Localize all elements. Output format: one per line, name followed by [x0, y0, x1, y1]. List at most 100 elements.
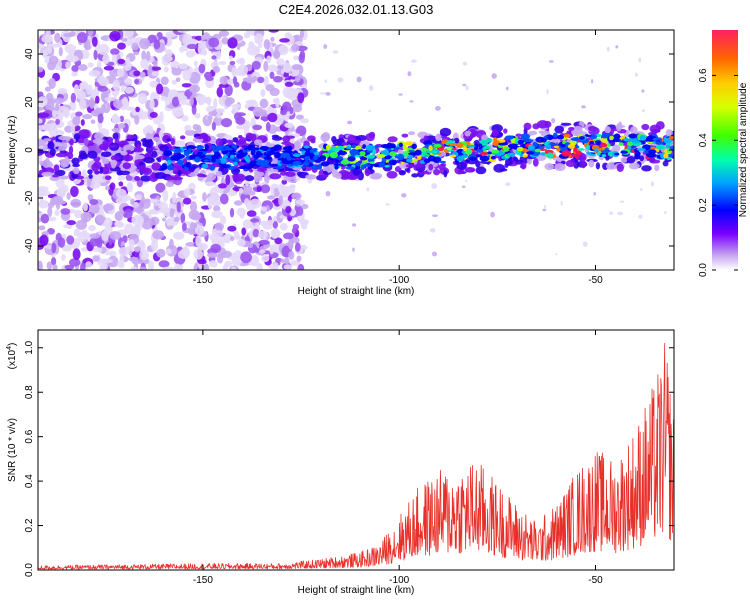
heatmap-cell	[276, 58, 285, 66]
heatmap-cell	[301, 166, 306, 169]
heatmap-cell	[280, 258, 285, 264]
heatmap-cell	[565, 159, 576, 168]
heatmap-cell	[269, 244, 275, 255]
colorbar-tick-label: 0.2	[698, 198, 709, 212]
heatmap-cell	[72, 163, 80, 168]
heatmap-cell	[465, 85, 469, 91]
heatmap-cell	[104, 175, 112, 181]
heatmap-cell	[614, 152, 620, 156]
heatmap-cell	[398, 93, 403, 96]
heatmap-cell	[301, 203, 309, 210]
heatmap-cell	[235, 116, 246, 125]
heatmap-cell	[204, 144, 209, 151]
heatmap-cell	[253, 147, 260, 151]
heatmap-cell	[73, 84, 80, 94]
heatmap-cell	[519, 164, 526, 169]
heatmap-cell	[312, 155, 318, 161]
heatmap-cell	[41, 231, 50, 236]
heatmap-cell	[253, 139, 263, 146]
heatmap-cell	[241, 145, 248, 149]
heatmap-cell	[52, 136, 57, 141]
heatmap-cell	[178, 63, 189, 70]
heatmap-cell	[431, 150, 438, 154]
heatmap-cell	[148, 64, 153, 76]
heatmap-cell	[94, 170, 100, 175]
heatmap-cell	[526, 151, 535, 155]
heatmap-cell	[428, 145, 433, 151]
heatmap-cell	[368, 109, 371, 113]
heatmap-cell	[266, 55, 272, 64]
spectrogram-ytick-label: -40	[24, 238, 35, 253]
heatmap-cell	[90, 119, 96, 124]
heatmap-cell	[270, 146, 280, 152]
heatmap-cell	[92, 255, 100, 262]
heatmap-cell	[51, 242, 57, 254]
heatmap-cell	[431, 183, 438, 189]
heatmap-cell	[266, 195, 276, 200]
heatmap-cell	[345, 166, 355, 170]
heatmap-cell	[43, 143, 48, 152]
heatmap-cell	[171, 176, 184, 181]
heatmap-cell	[274, 237, 283, 245]
heatmap-cell	[149, 66, 162, 71]
heatmap-cell	[259, 98, 268, 109]
heatmap-cell	[345, 146, 352, 150]
heatmap-cell	[252, 228, 260, 238]
heatmap-cell	[260, 220, 269, 227]
heatmap-cell	[303, 145, 310, 149]
heatmap-cell	[260, 206, 267, 212]
heatmap-cell	[211, 166, 216, 169]
heatmap-cell	[528, 145, 536, 151]
heatmap-cell	[282, 135, 291, 143]
heatmap-cell	[196, 124, 202, 137]
heatmap-cell	[213, 205, 221, 212]
heatmap-cell	[120, 150, 128, 156]
heatmap-cell	[97, 113, 104, 124]
heatmap-cell	[244, 175, 255, 182]
heatmap-cell	[117, 123, 126, 129]
heatmap-cell	[165, 248, 172, 255]
heatmap-cell	[201, 163, 209, 169]
heatmap-cell	[181, 115, 189, 122]
heatmap-cell	[154, 171, 167, 180]
heatmap-cell	[181, 222, 187, 231]
heatmap-cell	[81, 229, 88, 238]
heatmap-cell	[618, 142, 624, 146]
spectrogram-ytick-label: 40	[24, 48, 35, 60]
heatmap-cell	[195, 135, 205, 140]
heatmap-cell	[340, 159, 350, 165]
heatmap-cell	[280, 152, 291, 158]
heatmap-cell	[462, 61, 468, 66]
heatmap-cell	[52, 195, 64, 205]
heatmap-cell	[87, 150, 98, 159]
heatmap-cell	[272, 220, 279, 229]
heatmap-cell	[48, 126, 59, 138]
heatmap-cell	[118, 181, 124, 187]
heatmap-cell	[433, 143, 442, 148]
heatmap-cell	[89, 97, 95, 109]
heatmap-cell	[589, 153, 596, 157]
heatmap-cell	[114, 221, 119, 227]
heatmap-cell	[140, 175, 152, 182]
heatmap-cell	[662, 160, 669, 167]
heatmap-cell	[295, 125, 307, 137]
heatmap-cell	[61, 244, 73, 252]
heatmap-cell	[221, 164, 231, 169]
heatmap-cell	[218, 83, 229, 88]
heatmap-cell	[227, 37, 238, 49]
heatmap-cell	[491, 73, 497, 79]
heatmap-cell	[108, 144, 118, 148]
heatmap-cell	[303, 161, 310, 167]
snr-xtick-label: -50	[588, 575, 603, 586]
heatmap-cell	[236, 155, 244, 159]
heatmap-cell	[318, 163, 323, 170]
heatmap-cell	[130, 198, 135, 205]
heatmap-cell	[109, 30, 121, 42]
heatmap-cell	[215, 170, 223, 177]
heatmap-cell	[401, 133, 409, 138]
heatmap-cell	[663, 153, 669, 159]
heatmap-cell	[124, 64, 132, 71]
heatmap-cell	[135, 194, 143, 201]
heatmap-cell	[231, 255, 242, 267]
heatmap-cell	[628, 137, 638, 142]
